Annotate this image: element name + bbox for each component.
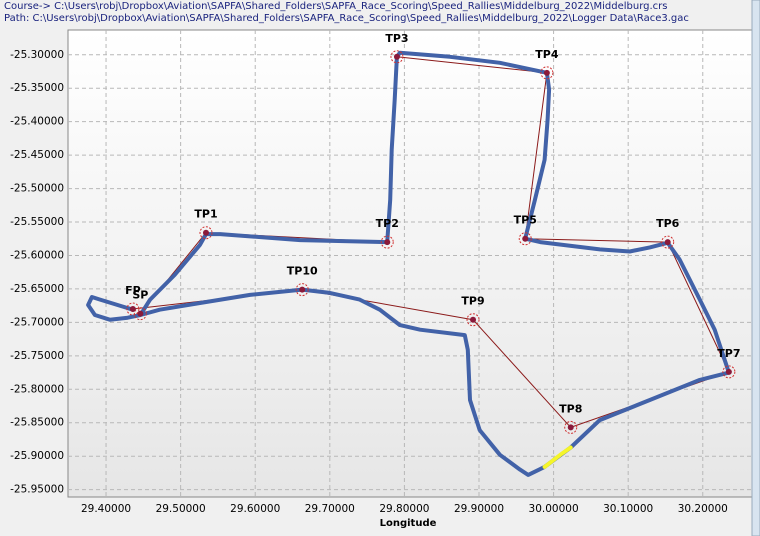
x-tick-label: 30.00000 [529,503,579,515]
y-tick-label: -25.65000 [10,283,64,295]
turnpoint-dot [543,69,550,76]
turnpoint-ring [295,283,309,297]
turnpoint-dot [664,239,671,246]
turnpoint-label: SP [132,289,148,302]
x-tick-label: 29.80000 [379,503,429,515]
scrollbar[interactable] [751,0,760,536]
y-tick-label: -25.90000 [10,450,64,462]
turnpoint-label: TP8 [559,402,582,415]
turnpoint-label: TP2 [376,217,399,230]
y-tick-label: -25.40000 [10,116,64,128]
y-tick-label: -25.50000 [10,183,64,195]
turnpoint-label: FP [125,284,141,297]
turnpoint-ring [390,50,404,64]
turnpoint-label: TP1 [194,208,217,221]
turnpoint-ring [722,365,736,379]
turnpoint-dot [202,229,209,236]
turnpoint-ring [564,420,578,434]
turnpoint-dot [470,316,477,323]
turnpoint-dot [129,305,136,312]
turnpoint-ring [466,313,480,327]
turnpoint-label: TP3 [385,32,408,45]
turnpoint-label: TP6 [656,217,680,230]
y-tick-label: -25.30000 [10,49,64,61]
y-tick-label: -25.60000 [10,249,64,261]
turnpoint-dot [137,310,144,317]
turnpoint-ring [540,66,554,80]
turnpoint-ring [380,235,394,249]
turnpoint-ring [518,232,532,246]
y-tick-label: -25.55000 [10,216,64,228]
turnpoint-label: TP9 [461,295,484,308]
turnpoint-ring [199,226,213,240]
turnpoint-label: TP7 [717,347,740,360]
turnpoint-dot [567,424,574,431]
x-tick-label: 30.10000 [603,503,653,515]
x-tick-label: 30.20000 [678,503,728,515]
turnpoint-dot [725,368,732,375]
x-tick-label: 29.60000 [230,503,280,515]
y-tick-label: -25.75000 [10,350,64,362]
turnpoint-dot [384,239,391,246]
turnpoint-dot [393,53,400,60]
y-tick-label: -25.95000 [10,484,64,496]
track-highlight [542,445,573,469]
x-axis-label: Longitude [380,518,437,529]
y-tick-label: -25.80000 [10,383,64,395]
turnpoint-label: TP10 [287,265,318,278]
turnpoint-dot [299,286,306,293]
track-line [86,50,731,477]
x-tick-label: 29.50000 [156,503,206,515]
turnpoint-dot [522,235,529,242]
y-tick-label: -25.70000 [10,316,64,328]
turnpoint-ring [126,302,140,316]
y-tick-label: -25.35000 [10,82,64,94]
x-tick-label: 29.90000 [454,503,504,515]
y-tick-label: -25.85000 [10,417,64,429]
x-tick-label: 29.70000 [305,503,355,515]
turnpoint-ring [133,307,147,321]
x-tick-label: 29.40000 [81,503,131,515]
plot-area [67,29,753,498]
course-path: Course-> C:\Users\robj\Dropbox\Aviation\… [4,1,668,12]
log-path: Path: C:\Users\robj\Dropbox\Aviation\SAP… [4,13,689,24]
turnpoint-ring [661,235,675,249]
turnpoint-label: TP5 [514,214,537,227]
y-tick-label: -25.45000 [10,149,64,161]
turnpoint-label: TP4 [535,48,559,61]
